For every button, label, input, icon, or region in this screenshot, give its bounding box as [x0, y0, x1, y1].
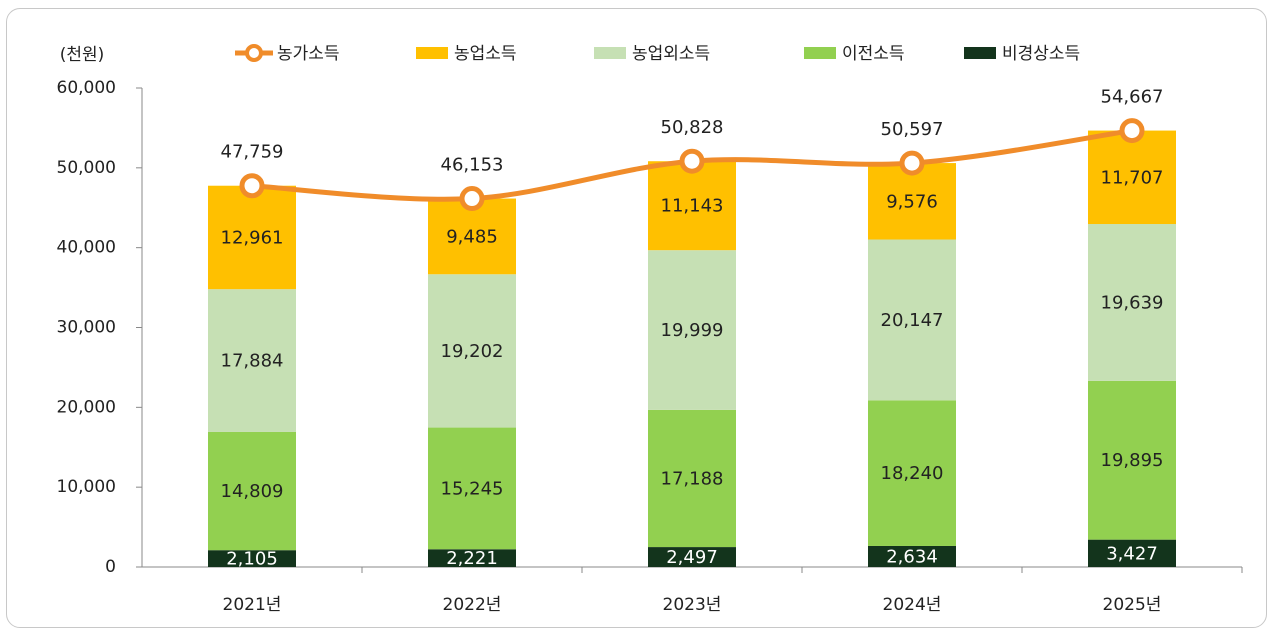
- bar-segment: [1088, 130, 1176, 225]
- bar-segment: [428, 274, 516, 428]
- bar-segment: [428, 549, 516, 567]
- legend-label: 비경상소득: [1002, 44, 1080, 64]
- bar-segment: [648, 250, 736, 410]
- x-tick-label: 2021년: [223, 595, 282, 615]
- legend-swatch: [416, 47, 448, 59]
- legend-label: 농가소득: [277, 44, 340, 64]
- data-label: 17,884: [221, 351, 284, 372]
- data-label: 17,188: [661, 468, 724, 489]
- line-marker: [239, 173, 265, 199]
- x-tick-label: 2025년: [1103, 595, 1162, 615]
- data-label: 18,240: [881, 463, 944, 484]
- y-tick-label: 10,000: [57, 477, 116, 497]
- bar-segment: [208, 185, 296, 290]
- bar-segment: [1088, 224, 1176, 381]
- legend-swatch: [245, 44, 263, 62]
- legend-swatch: [964, 47, 996, 59]
- data-label: 20,147: [881, 310, 944, 331]
- data-label: 14,809: [221, 481, 284, 502]
- data-label: 19,999: [661, 320, 724, 341]
- legend-swatch: [804, 47, 836, 59]
- bar-segment: [208, 550, 296, 567]
- line-marker: [899, 150, 925, 176]
- y-tick-label: 30,000: [57, 318, 116, 338]
- y-tick-label: 0: [105, 557, 116, 577]
- line-marker: [679, 148, 705, 174]
- legend-label: 이전소득: [842, 44, 905, 64]
- y-tick-label: 20,000: [57, 397, 116, 417]
- data-label: 2,497: [666, 547, 718, 568]
- bar-segment: [648, 409, 736, 548]
- data-label: 19,202: [441, 341, 504, 362]
- y-tick-label: 40,000: [57, 238, 116, 258]
- bar-segment: [208, 289, 296, 432]
- bar-segment: [868, 163, 956, 240]
- y-unit-label: (천원): [60, 45, 105, 65]
- y-tick-label: 50,000: [57, 158, 116, 178]
- data-label: 9,576: [886, 191, 938, 212]
- line-marker: [1119, 118, 1145, 144]
- x-tick-label: 2023년: [663, 595, 722, 615]
- bar-segment: [868, 239, 956, 401]
- data-label: 15,245: [441, 478, 504, 499]
- data-label: 2,634: [886, 546, 938, 567]
- bar-segment: [648, 547, 736, 567]
- y-tick-label: 60,000: [57, 78, 116, 98]
- legend-label: 농업소득: [454, 44, 517, 64]
- line-marker: [459, 186, 485, 212]
- legend-label: 농업외소득: [632, 44, 710, 64]
- data-label: 11,707: [1101, 167, 1164, 188]
- bar-segment: [1088, 539, 1176, 567]
- bar-segment: [428, 198, 516, 275]
- bar-segment: [868, 400, 956, 546]
- data-label: 2,221: [446, 548, 498, 569]
- bar-segment: [208, 431, 296, 551]
- legend-swatch: [594, 47, 626, 59]
- data-label: 19,895: [1101, 450, 1164, 471]
- bar-segment: [1088, 380, 1176, 540]
- frame: [6, 8, 1267, 628]
- data-label: 47,759: [221, 142, 284, 163]
- x-tick-label: 2022년: [443, 595, 502, 615]
- bar-segment: [648, 161, 736, 251]
- data-label: 50,597: [881, 119, 944, 140]
- bar-segment: [868, 545, 956, 567]
- data-label: 50,828: [661, 117, 724, 138]
- data-label: 54,667: [1101, 87, 1164, 108]
- data-label: 2,105: [226, 549, 278, 570]
- data-label: 19,639: [1101, 292, 1164, 313]
- bar-segment: [428, 427, 516, 550]
- data-label: 9,485: [446, 226, 498, 247]
- data-label: 3,427: [1106, 543, 1158, 564]
- data-label: 12,961: [221, 227, 284, 248]
- data-label: 11,143: [661, 196, 724, 217]
- x-tick-label: 2024년: [883, 595, 942, 615]
- data-label: 46,153: [441, 155, 504, 176]
